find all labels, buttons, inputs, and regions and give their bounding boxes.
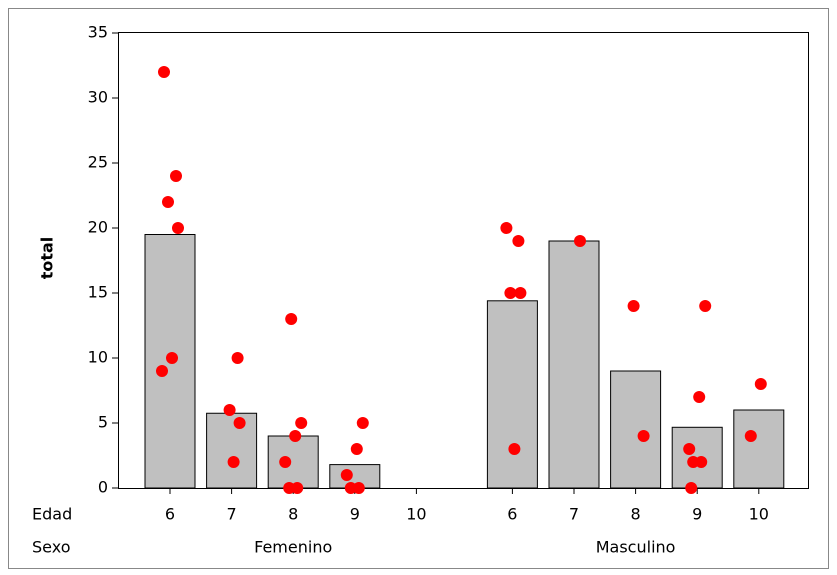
data-point: [683, 443, 696, 455]
y-tick-label: 15: [88, 283, 108, 302]
data-point: [289, 430, 302, 442]
y-tick-label: 20: [88, 218, 108, 237]
data-point: [170, 170, 182, 182]
bar: [733, 409, 785, 489]
y-tick-label: 0: [98, 478, 108, 497]
data-point: [512, 235, 525, 247]
data-point: [627, 300, 640, 312]
bar: [548, 240, 600, 489]
data-point: [295, 417, 308, 429]
data-point: [162, 196, 174, 208]
x-tick-label: 8: [288, 505, 298, 524]
data-point: [508, 443, 521, 455]
y-axis-label: total: [38, 237, 57, 280]
data-point: [156, 365, 168, 377]
group-label: Masculino: [596, 538, 676, 557]
data-point: [227, 456, 240, 468]
data-point: [754, 378, 767, 390]
bar: [267, 435, 319, 489]
row-label: Sexo: [32, 538, 70, 557]
data-point: [285, 313, 298, 325]
group-label: Femenino: [254, 538, 332, 557]
data-point: [687, 456, 700, 468]
plot-area: [118, 32, 809, 489]
data-point: [166, 352, 178, 364]
data-point: [574, 235, 586, 247]
data-point: [500, 222, 513, 234]
x-tick-label: 10: [749, 505, 769, 524]
x-tick-label: 9: [350, 505, 360, 524]
data-point: [231, 352, 244, 364]
data-point: [699, 300, 712, 312]
data-point: [504, 287, 517, 299]
data-point: [744, 430, 757, 442]
bar: [206, 412, 258, 489]
y-tick-label: 5: [98, 413, 108, 432]
data-point: [233, 417, 246, 429]
data-point: [356, 417, 369, 429]
x-tick-label: 7: [569, 505, 579, 524]
x-tick-label: 10: [406, 505, 426, 524]
data-point: [514, 287, 527, 299]
x-tick-label: 6: [165, 505, 175, 524]
y-tick-label: 30: [88, 88, 108, 107]
data-point: [158, 66, 170, 78]
x-tick-label: 8: [631, 505, 641, 524]
data-point: [279, 456, 292, 468]
bar: [610, 370, 662, 489]
data-point: [685, 482, 698, 494]
data-point: [172, 222, 184, 234]
y-tick-label: 10: [88, 348, 108, 367]
data-point: [340, 469, 353, 481]
data-point: [344, 482, 357, 494]
data-point: [283, 482, 296, 494]
data-point: [693, 391, 706, 403]
x-tick-label: 6: [507, 505, 517, 524]
row-label: Edad: [32, 505, 72, 524]
data-point: [223, 404, 236, 416]
bar: [486, 300, 538, 489]
x-tick-label: 7: [227, 505, 237, 524]
y-tick-label: 35: [88, 23, 108, 42]
x-tick-label: 9: [692, 505, 702, 524]
y-tick-label: 25: [88, 153, 108, 172]
data-point: [637, 430, 650, 442]
data-point: [350, 443, 363, 455]
